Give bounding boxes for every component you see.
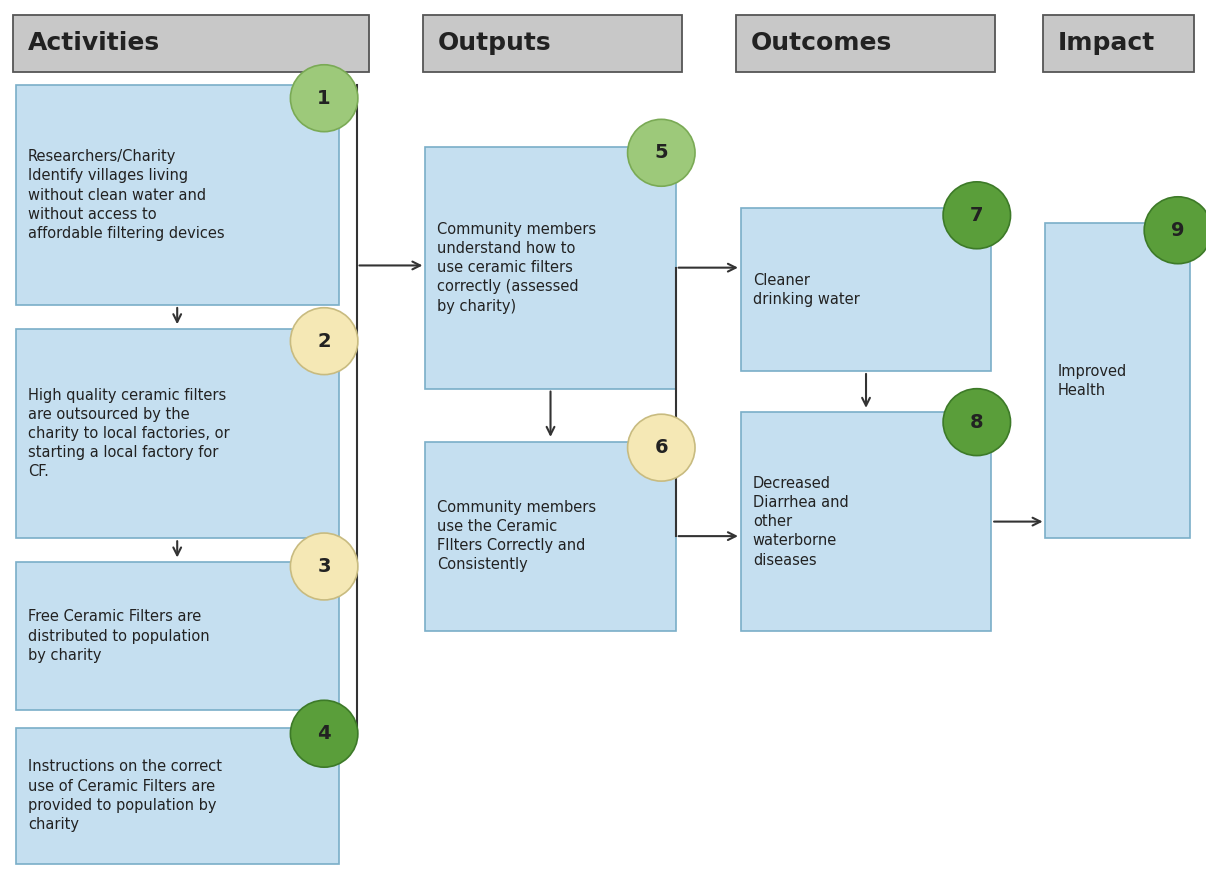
Text: Activities: Activities bbox=[28, 31, 161, 56]
Ellipse shape bbox=[291, 700, 357, 767]
FancyBboxPatch shape bbox=[422, 15, 682, 72]
Text: Impact: Impact bbox=[1057, 31, 1155, 56]
FancyBboxPatch shape bbox=[1045, 223, 1190, 539]
Ellipse shape bbox=[291, 64, 357, 132]
Text: 6: 6 bbox=[654, 438, 669, 457]
Ellipse shape bbox=[943, 182, 1010, 249]
Text: 7: 7 bbox=[970, 206, 984, 225]
Text: Cleaner
drinking water: Cleaner drinking water bbox=[753, 273, 859, 306]
Text: Improved
Health: Improved Health bbox=[1057, 364, 1127, 398]
FancyBboxPatch shape bbox=[425, 147, 676, 389]
Ellipse shape bbox=[291, 307, 357, 374]
FancyBboxPatch shape bbox=[13, 15, 368, 72]
FancyBboxPatch shape bbox=[16, 728, 339, 864]
FancyBboxPatch shape bbox=[16, 328, 339, 539]
Text: Instructions on the correct
use of Ceramic Filters are
provided to population by: Instructions on the correct use of Ceram… bbox=[28, 759, 222, 832]
Text: Outcomes: Outcomes bbox=[751, 31, 892, 56]
Text: Free Ceramic Filters are
distributed to population
by charity: Free Ceramic Filters are distributed to … bbox=[28, 609, 210, 663]
Text: Community members
understand how to
use ceramic filters
correctly (assessed
by c: Community members understand how to use … bbox=[437, 222, 596, 313]
Text: 4: 4 bbox=[317, 724, 331, 743]
Ellipse shape bbox=[628, 119, 695, 186]
Text: 3: 3 bbox=[317, 557, 331, 576]
Text: Community members
use the Ceramic
FIlters Correctly and
Consistently: Community members use the Ceramic FIlter… bbox=[437, 500, 596, 572]
Text: 8: 8 bbox=[970, 412, 984, 432]
FancyBboxPatch shape bbox=[736, 15, 995, 72]
FancyBboxPatch shape bbox=[741, 412, 991, 630]
FancyBboxPatch shape bbox=[16, 85, 339, 305]
FancyBboxPatch shape bbox=[1043, 15, 1194, 72]
Ellipse shape bbox=[628, 414, 695, 481]
Text: Decreased
Diarrhea and
other
waterborne
diseases: Decreased Diarrhea and other waterborne … bbox=[753, 476, 849, 568]
FancyBboxPatch shape bbox=[425, 442, 676, 630]
Text: 9: 9 bbox=[1171, 221, 1184, 240]
FancyBboxPatch shape bbox=[16, 562, 339, 710]
Ellipse shape bbox=[291, 533, 357, 600]
Ellipse shape bbox=[1144, 197, 1207, 264]
Text: 1: 1 bbox=[317, 88, 331, 108]
Text: High quality ceramic filters
are outsourced by the
charity to local factories, o: High quality ceramic filters are outsour… bbox=[28, 388, 229, 479]
Text: 5: 5 bbox=[654, 143, 669, 162]
Text: 2: 2 bbox=[317, 332, 331, 351]
Text: Outputs: Outputs bbox=[437, 31, 550, 56]
Ellipse shape bbox=[943, 389, 1010, 456]
Text: Researchers/Charity
Identify villages living
without clean water and
without acc: Researchers/Charity Identify villages li… bbox=[28, 149, 225, 241]
FancyBboxPatch shape bbox=[741, 208, 991, 371]
